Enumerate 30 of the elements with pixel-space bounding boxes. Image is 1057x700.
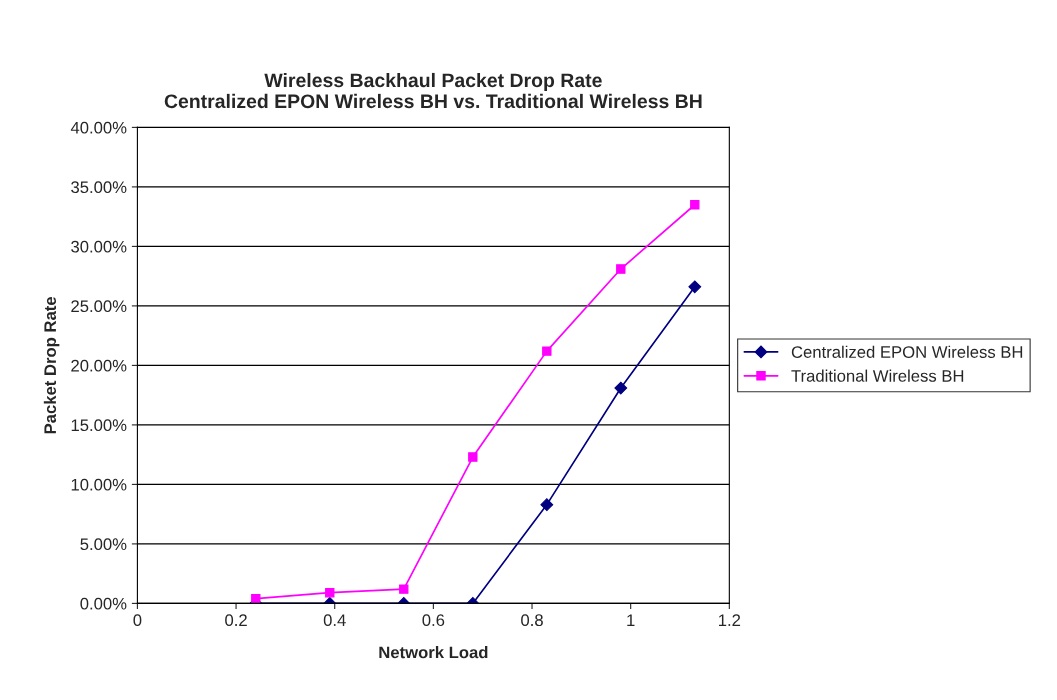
point (325, 588, 335, 598)
x-tick-label: 0.4 (323, 614, 346, 627)
y-tick-label: 35.00% (71, 181, 127, 194)
point (399, 584, 409, 594)
y-tick-label: 40.00% (70, 121, 127, 134)
y-tick-label: 0.00% (80, 597, 127, 610)
legend-label: Traditional Wireless BH (791, 369, 964, 382)
y-tick-label: 20.00% (71, 359, 127, 372)
point (690, 200, 700, 210)
chart-title: Wireless Backhaul Packet Drop Rate Centralized EPON Wireless BH vs. Traditional Wireless BH (164, 72, 702, 109)
x-tick-label: 1.2 (719, 614, 741, 626)
x-tick-label: 1 (627, 614, 635, 626)
x-axis-title: Network Load (379, 646, 488, 659)
point (688, 280, 702, 294)
y-axis-title: Packet Drop Rate (43, 296, 60, 434)
x-tick-label: 0.8 (521, 614, 543, 627)
point (616, 264, 626, 274)
x-tick-label: 0 (133, 614, 142, 627)
point (614, 381, 628, 395)
x-tick-label: 0.6 (422, 614, 445, 627)
y-tick-label: 30.00% (71, 240, 127, 253)
x-tick-label: 0.2 (225, 614, 247, 627)
y-tick-label: 25.00% (71, 300, 127, 313)
y-tick-label: 5.00% (80, 538, 127, 551)
y-tick-label: 15.00% (71, 419, 127, 432)
point (542, 346, 552, 356)
y-tick-label: 10.00% (71, 478, 127, 491)
point (540, 498, 554, 512)
point (468, 452, 478, 462)
legend-label: Centralized EPON Wireless BH (791, 345, 1023, 358)
